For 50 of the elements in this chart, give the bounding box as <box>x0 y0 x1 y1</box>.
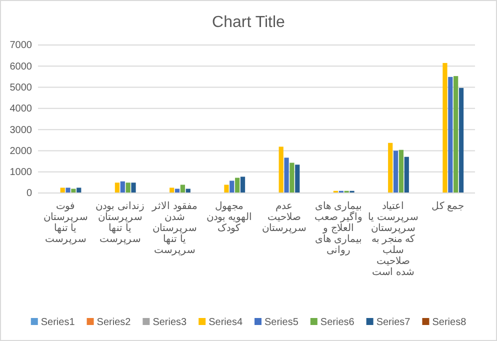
bar <box>60 188 65 193</box>
bar <box>388 142 393 193</box>
bar <box>284 158 289 193</box>
bar <box>120 181 125 193</box>
bar <box>66 188 70 193</box>
y-tick-label: 6000 <box>10 61 32 72</box>
legend-label: Series8 <box>432 317 467 328</box>
bar <box>76 188 82 193</box>
bar <box>458 88 464 193</box>
legend-label: Series5 <box>264 317 299 328</box>
legend-label: Series1 <box>40 317 76 328</box>
x-tick-label: بیماری های واگیر صعب العلاج و بیماری های روانی <box>314 201 362 256</box>
bar <box>230 180 234 193</box>
x-tick-label: مفقود الاثر شدن سرپرستان یا تنها سرپرست <box>151 201 197 256</box>
bar <box>393 150 398 193</box>
bar <box>240 176 246 193</box>
legend-label: Series3 <box>152 317 188 328</box>
x-tick-label: عدم صلاحیت سرپرستان <box>262 201 306 234</box>
x-tick-label: جمع کل <box>431 201 464 212</box>
bar <box>448 76 453 193</box>
y-tick-label: 2000 <box>10 146 32 157</box>
x-tick-label: فوت سرپرستان یا تنها سرپرست <box>43 201 88 245</box>
legend-label: Series4 <box>208 317 243 328</box>
legend-label: Series6 <box>320 317 355 328</box>
bar <box>454 76 458 193</box>
bar <box>398 150 404 193</box>
legend-label: Series2 <box>96 317 132 328</box>
chart-title: Chart Title <box>212 14 286 31</box>
bar <box>114 182 120 193</box>
bar <box>71 188 76 193</box>
bar <box>278 146 284 193</box>
bar <box>126 182 130 193</box>
bar <box>442 62 448 193</box>
bar <box>224 184 229 193</box>
bar <box>170 188 174 193</box>
x-tick-label: اعتیاد سرپرست یا سرپرستان که منجر به سلب صلاحیت شده است <box>368 201 418 278</box>
bar <box>235 178 240 193</box>
legend-label: Series7 <box>376 317 411 328</box>
bar <box>295 164 300 193</box>
bar <box>290 162 294 193</box>
y-tick-label: 0 <box>26 188 32 200</box>
y-tick-label: 4000 <box>10 104 32 115</box>
x-tick-label: مجهول الهویه بودن کودک <box>206 201 252 234</box>
bar <box>131 182 136 193</box>
y-tick-label: 7000 <box>10 40 32 52</box>
y-tick-label: 5000 <box>10 82 32 94</box>
x-tick-label: زندانی بودن سرپرستان یا تنها سرپرست <box>96 201 144 245</box>
bar <box>404 156 409 193</box>
y-tick-label: 3000 <box>10 124 32 136</box>
y-tick-label: 1000 <box>10 167 32 178</box>
